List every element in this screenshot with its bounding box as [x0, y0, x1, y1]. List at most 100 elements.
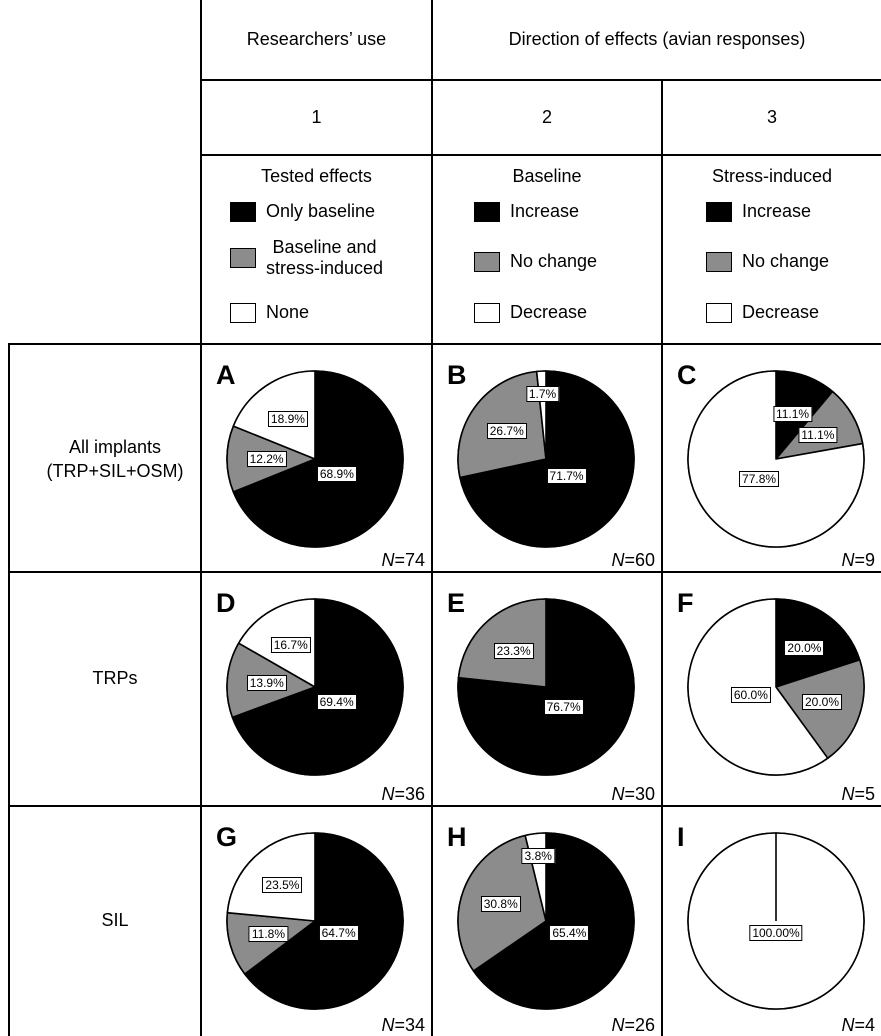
pie-chart [457, 832, 635, 1010]
legend-item-no-change: No change [706, 251, 829, 272]
pie-chart [226, 370, 404, 548]
pie-slice [459, 370, 635, 548]
pie-panel-f: F N=5 20.0% 20.0% 60.0% [663, 573, 875, 805]
direction-of-effects-header: Direction of effects (avian responses) [508, 29, 806, 49]
pie-panel-h: H N=26 65.4% 30.8% 3.8% [433, 807, 655, 1036]
panel-letter: A [216, 360, 236, 390]
pie-slice [226, 832, 316, 922]
panel-letter: C [677, 360, 697, 390]
panel-letter: E [447, 588, 466, 618]
swatch-black [230, 201, 256, 222]
legend-title-stress-induced: Stress-induced [711, 166, 833, 186]
panel-letter: H [447, 822, 467, 852]
pie-panel-b: B N=60 71.7% 26.7% 1.7% [433, 345, 655, 571]
legend-item-only-baseline: Only baseline [230, 201, 375, 222]
pie-slice [472, 832, 635, 1010]
legend-item-decrease: Decrease [474, 302, 587, 323]
slice-value-label: 23.3% [493, 642, 534, 659]
panel-letter: D [216, 588, 236, 618]
panel-letter: F [677, 588, 694, 618]
panel-letter: I [677, 822, 685, 852]
pie-panel-i: I N=4 100.00% [663, 807, 875, 1036]
grid-line [200, 154, 881, 156]
pie-chart [687, 832, 865, 1010]
slice-value-label: 68.9% [316, 465, 357, 482]
slice-value-label: 20.0% [802, 693, 843, 710]
legend-item-no-change: No change [474, 251, 597, 272]
pie-panel-d: D N=36 69.4% 13.9% 16.7% [202, 573, 425, 805]
grid-line [8, 571, 881, 573]
sample-size-label: N=5 [841, 784, 875, 804]
grid-line [431, 0, 433, 1036]
legend-item-increase: Increase [706, 201, 811, 222]
pie-panel-c: C N=9 11.1% 11.1% 77.8% [663, 345, 875, 571]
row-label-sil: SIL [101, 910, 129, 930]
sample-size-label: N=36 [381, 784, 425, 804]
slice-value-label: 100.00% [749, 925, 803, 941]
slice-value-label: 23.5% [262, 877, 303, 894]
slice-value-label: 16.7% [270, 637, 311, 654]
grid-line [661, 79, 663, 1036]
swatch-white [230, 302, 256, 323]
slice-value-label: 76.7% [543, 698, 584, 715]
slice-value-label: 60.0% [730, 687, 771, 704]
swatch-black [706, 201, 732, 222]
grid-line [8, 343, 881, 345]
swatch-gray [706, 251, 732, 272]
column-number-1: 1 [311, 107, 322, 127]
column-number-2: 2 [541, 107, 552, 127]
row-label-all-implants: All implants (TRP+SIL+OSM) [46, 437, 184, 481]
pie-slice [232, 370, 404, 548]
pie-chart [457, 370, 635, 548]
sample-size-label: N=34 [381, 1015, 425, 1035]
sample-size-label: N=4 [841, 1015, 875, 1035]
legend-item-baseline-and-stress: Baseline and stress-induced [230, 237, 383, 279]
panel-letter: G [216, 822, 238, 852]
grid-line [8, 343, 10, 1036]
swatch-gray [230, 248, 256, 268]
slice-value-label: 20.0% [784, 639, 825, 656]
pie-slice [687, 370, 865, 548]
legend-item-decrease: Decrease [706, 302, 819, 323]
slice-value-label: 30.8% [480, 895, 521, 912]
slice-value-label: 1.7% [525, 385, 560, 402]
researchers-use-header: Researchers’ use [246, 29, 387, 49]
sample-size-label: N=9 [841, 550, 875, 570]
slice-value-label: 13.9% [246, 674, 287, 691]
slice-value-label: 26.7% [486, 422, 527, 439]
pie-chart [226, 598, 404, 776]
pie-panel-a: A N=74 68.9% 12.2% 18.9% [202, 345, 425, 571]
sample-size-label: N=30 [611, 784, 655, 804]
slice-value-label: 69.4% [316, 694, 357, 711]
legend-title-baseline: Baseline [512, 166, 582, 186]
pie-chart [687, 598, 865, 776]
pie-slice [687, 598, 829, 776]
sample-size-label: N=26 [611, 1015, 655, 1035]
legend-item-increase: Increase [474, 201, 579, 222]
swatch-white [474, 302, 500, 323]
legend-title-tested-effects: Tested effects [261, 166, 372, 186]
column-number-3: 3 [766, 107, 777, 127]
pie-panel-e: E N=30 76.7% 23.3% [433, 573, 655, 805]
pie-panel-g: G N=34 64.7% 11.8% 23.5% [202, 807, 425, 1036]
slice-value-label: 11.8% [248, 926, 289, 943]
pie-chart [457, 598, 635, 776]
slice-value-label: 64.7% [318, 924, 359, 941]
grid-line [8, 805, 881, 807]
legend-item-none: None [230, 302, 309, 323]
pie-chart [226, 832, 404, 1010]
slice-value-label: 11.1% [798, 426, 838, 443]
swatch-black [474, 201, 500, 222]
slice-value-label: 18.9% [267, 410, 308, 427]
panel-letter: B [447, 360, 467, 390]
grid-line [200, 79, 881, 81]
sample-size-label: N=74 [381, 550, 425, 570]
slice-value-label: 65.4% [549, 925, 590, 942]
sample-size-label: N=60 [611, 550, 655, 570]
row-label-trps: TRPs [92, 668, 138, 688]
swatch-gray [474, 251, 500, 272]
grid-line [200, 0, 202, 1036]
slice-value-label: 71.7% [546, 467, 587, 484]
slice-value-label: 77.8% [739, 471, 780, 488]
slice-value-label: 3.8% [521, 848, 555, 865]
